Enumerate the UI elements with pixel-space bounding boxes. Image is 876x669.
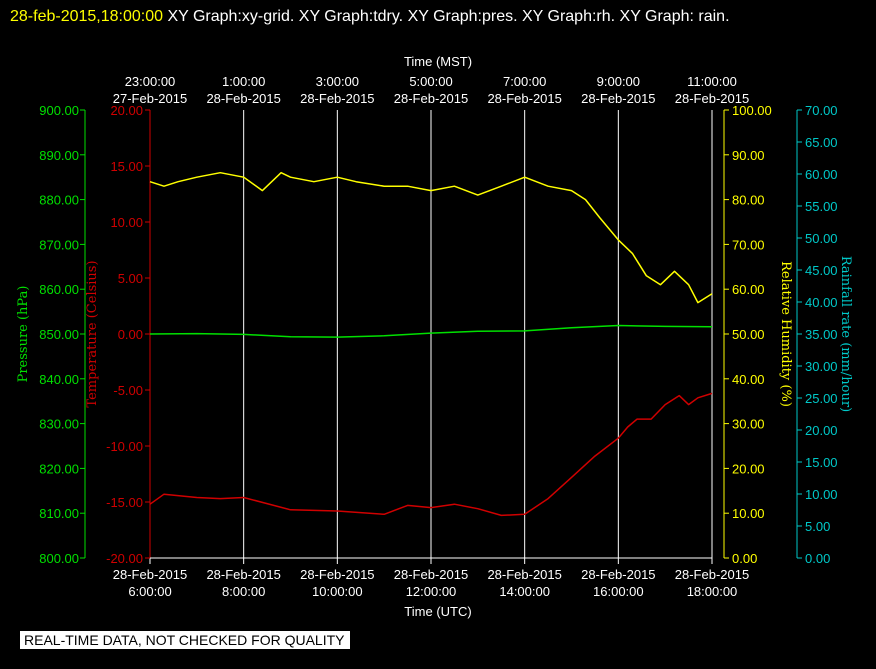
- rain-tick-label: 40.00: [805, 295, 838, 310]
- top-tick-label-time: 5:00:00: [409, 74, 452, 89]
- pressure-series-line: [149, 324, 713, 338]
- humidity-tick-label: 20.00: [732, 461, 765, 476]
- rain-tick-label: 35.00: [805, 327, 838, 342]
- x-tick-label-time: 16:00:00: [593, 584, 644, 599]
- x-tick-label-date: 28-Feb-2015: [675, 567, 749, 582]
- humidity-tick-label: 40.00: [732, 372, 765, 387]
- graph-header: 28-feb-2015,18:00:00 XY Graph:xy-grid. X…: [10, 2, 866, 31]
- temperature-axis-title: Temperature (Celsius): [85, 260, 100, 407]
- rain-tick-label: 0.00: [805, 551, 830, 566]
- pressure-tick-label: 820.00: [39, 461, 79, 476]
- timestamp: 28-feb-2015,18:00:00: [10, 8, 164, 25]
- pressure-tick-label: 880.00: [39, 193, 79, 208]
- x-tick-label-time: 12:00:00: [406, 584, 457, 599]
- humidity-axis-title: Relative Humidity (%): [778, 261, 793, 407]
- x-tick-label-time: 10:00:00: [312, 584, 363, 599]
- pressure-tick-label: 850.00: [39, 327, 79, 342]
- series-lines: [149, 171, 713, 517]
- top-tick-label-date: 28-Feb-2015: [300, 91, 374, 106]
- temperature-tick-label: 20.00: [110, 103, 143, 118]
- pressure-tick-label: 810.00: [39, 506, 79, 521]
- pressure-tick-label: 860.00: [39, 282, 79, 297]
- top-tick-label-time: 7:00:00: [503, 74, 546, 89]
- x-tick-label-time: 8:00:00: [222, 584, 265, 599]
- pressure-tick-label: 800.00: [39, 551, 79, 566]
- temperature-tick-label: -15.00: [106, 495, 143, 510]
- temperature-tick-label: 10.00: [110, 215, 143, 230]
- temperature-tick-label: -5.00: [113, 383, 143, 398]
- grid-lines: [243, 110, 713, 558]
- top-tick-label-date: 28-Feb-2015: [487, 91, 561, 106]
- rain-tick-label: 30.00: [805, 359, 838, 374]
- rain-tick-label: 50.00: [805, 231, 838, 246]
- pressure-tick-label: 900.00: [39, 103, 79, 118]
- temperature-tick-label: 5.00: [118, 271, 143, 286]
- top-tick-label-time: 11:00:00: [687, 74, 737, 89]
- rain-tick-label: 70.00: [805, 103, 838, 118]
- pressure-tick-label: 830.00: [39, 417, 79, 432]
- top-tick-label-date: 28-Feb-2015: [675, 91, 749, 106]
- humidity-tick-label: 90.00: [732, 148, 765, 163]
- top-tick-label-time: 9:00:00: [597, 74, 640, 89]
- top-tick-label-date: 28-Feb-2015: [206, 91, 280, 106]
- x-tick-label-date: 28-Feb-2015: [581, 567, 655, 582]
- humidity-tick-label: 10.00: [732, 506, 765, 521]
- axis-labels: 28-Feb-2015 6:00:00 28-Feb-2015 8:00:00 28-F…: [16, 54, 853, 619]
- top-tick-label-time: 3:00:00: [316, 74, 359, 89]
- humidity-series-line: [149, 171, 713, 304]
- rain-tick-label: 60.00: [805, 167, 838, 182]
- rain-tick-label: 5.00: [805, 519, 830, 534]
- humidity-tick-label: 70.00: [732, 237, 765, 252]
- x-tick-label-time: 6:00:00: [128, 584, 171, 599]
- x-axis-title: Time (UTC): [404, 604, 471, 619]
- humidity-tick-label: 0.00: [732, 551, 757, 566]
- temperature-tick-label: -10.00: [106, 439, 143, 454]
- rain-tick-label: 45.00: [805, 263, 838, 278]
- pressure-axis-title: Pressure (hPa): [16, 286, 31, 383]
- top-tick-label-date: 28-Feb-2015: [581, 91, 655, 106]
- top-axis-title: Time (MST): [404, 54, 472, 69]
- pressure-tick-label: 840.00: [39, 372, 79, 387]
- x-tick-label-time: 18:00:00: [687, 584, 738, 599]
- temperature-tick-label: -20.00: [106, 551, 143, 566]
- rain-tick-label: 15.00: [805, 455, 838, 470]
- top-tick-label-time: 1:00:00: [222, 74, 265, 89]
- rain-tick-label: 55.00: [805, 199, 838, 214]
- humidity-tick-label: 100.00: [732, 103, 772, 118]
- graph-list: XY Graph:xy-grid. XY Graph:tdry. XY Grap…: [163, 8, 730, 25]
- temperature-series-line: [149, 392, 713, 517]
- rain-tick-label: 25.00: [805, 391, 838, 406]
- x-tick-label-date: 28-Feb-2015: [394, 567, 468, 582]
- x-tick-label-date: 28-Feb-2015: [206, 567, 280, 582]
- rain-tick-label: 10.00: [805, 487, 838, 502]
- rain-tick-label: 65.00: [805, 135, 838, 150]
- pressure-tick-label: 890.00: [39, 148, 79, 163]
- humidity-tick-label: 80.00: [732, 193, 765, 208]
- temperature-tick-label: 15.00: [110, 159, 143, 174]
- humidity-tick-label: 30.00: [732, 417, 765, 432]
- humidity-tick-label: 50.00: [732, 327, 765, 342]
- x-tick-label-date: 28-Feb-2015: [113, 567, 187, 582]
- rain-axis-title: Rainfall rate (mm/hour): [838, 256, 853, 412]
- rain-tick-label: 20.00: [805, 423, 838, 438]
- top-tick-label-time: 23:00:00: [125, 74, 176, 89]
- x-tick-label-date: 28-Feb-2015: [300, 567, 374, 582]
- quality-notice: REAL-TIME DATA, NOT CHECKED FOR QUALITY: [20, 631, 351, 649]
- top-tick-label-date: 27-Feb-2015: [113, 91, 187, 106]
- temperature-tick-label: 0.00: [118, 327, 143, 342]
- pressure-tick-label: 870.00: [39, 237, 79, 252]
- top-tick-label-date: 28-Feb-2015: [394, 91, 468, 106]
- x-tick-label-time: 14:00:00: [499, 584, 550, 599]
- humidity-tick-label: 60.00: [732, 282, 765, 297]
- x-tick-label-date: 28-Feb-2015: [487, 567, 561, 582]
